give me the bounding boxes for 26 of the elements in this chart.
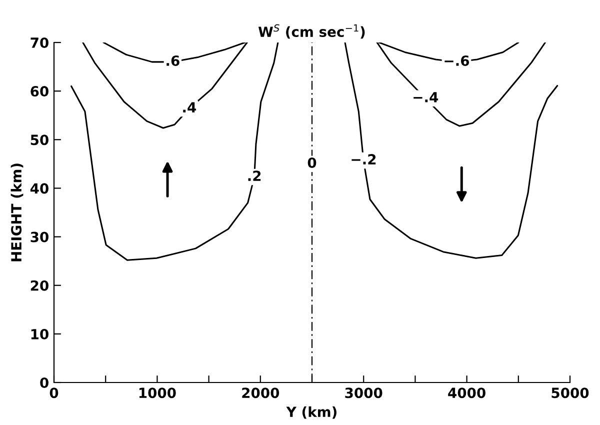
series-label: −.4	[414, 92, 438, 102]
y-tick-label: 10	[31, 328, 48, 340]
series-label: −.6	[444, 55, 470, 66]
y-tick-label: 60	[30, 86, 48, 97]
line-series	[70, 42, 279, 261]
series-label: −.2	[352, 154, 376, 164]
y-tick-label: 70	[30, 37, 48, 48]
x-tick-label: 1000	[139, 388, 176, 398]
y-axis-title: HEIGHT (km)	[10, 164, 24, 262]
x-axis-title: Y (km)	[286, 406, 336, 419]
y-tick-label: 20	[30, 280, 48, 291]
x-tick-label: 4000	[448, 388, 486, 398]
y-tick-label: 40	[30, 183, 48, 194]
series-label: .4	[183, 102, 196, 112]
x-tick-label: 2000	[242, 388, 280, 398]
line-series	[344, 42, 558, 259]
series-label: 0	[308, 157, 316, 168]
series-label: .2	[248, 170, 261, 181]
y-tick-label: 30	[30, 232, 48, 242]
chart-title: W$^{S}$ (cm sec$^{−1}$)	[258, 24, 365, 39]
y-tick-label: 50	[30, 134, 48, 146]
x-tick-label: 5000	[552, 388, 589, 398]
series-label: .6	[166, 55, 180, 66]
x-tick-label: 3000	[345, 388, 382, 398]
y-tick-label: 0	[40, 377, 48, 388]
x-tick-label: 0	[50, 388, 58, 398]
